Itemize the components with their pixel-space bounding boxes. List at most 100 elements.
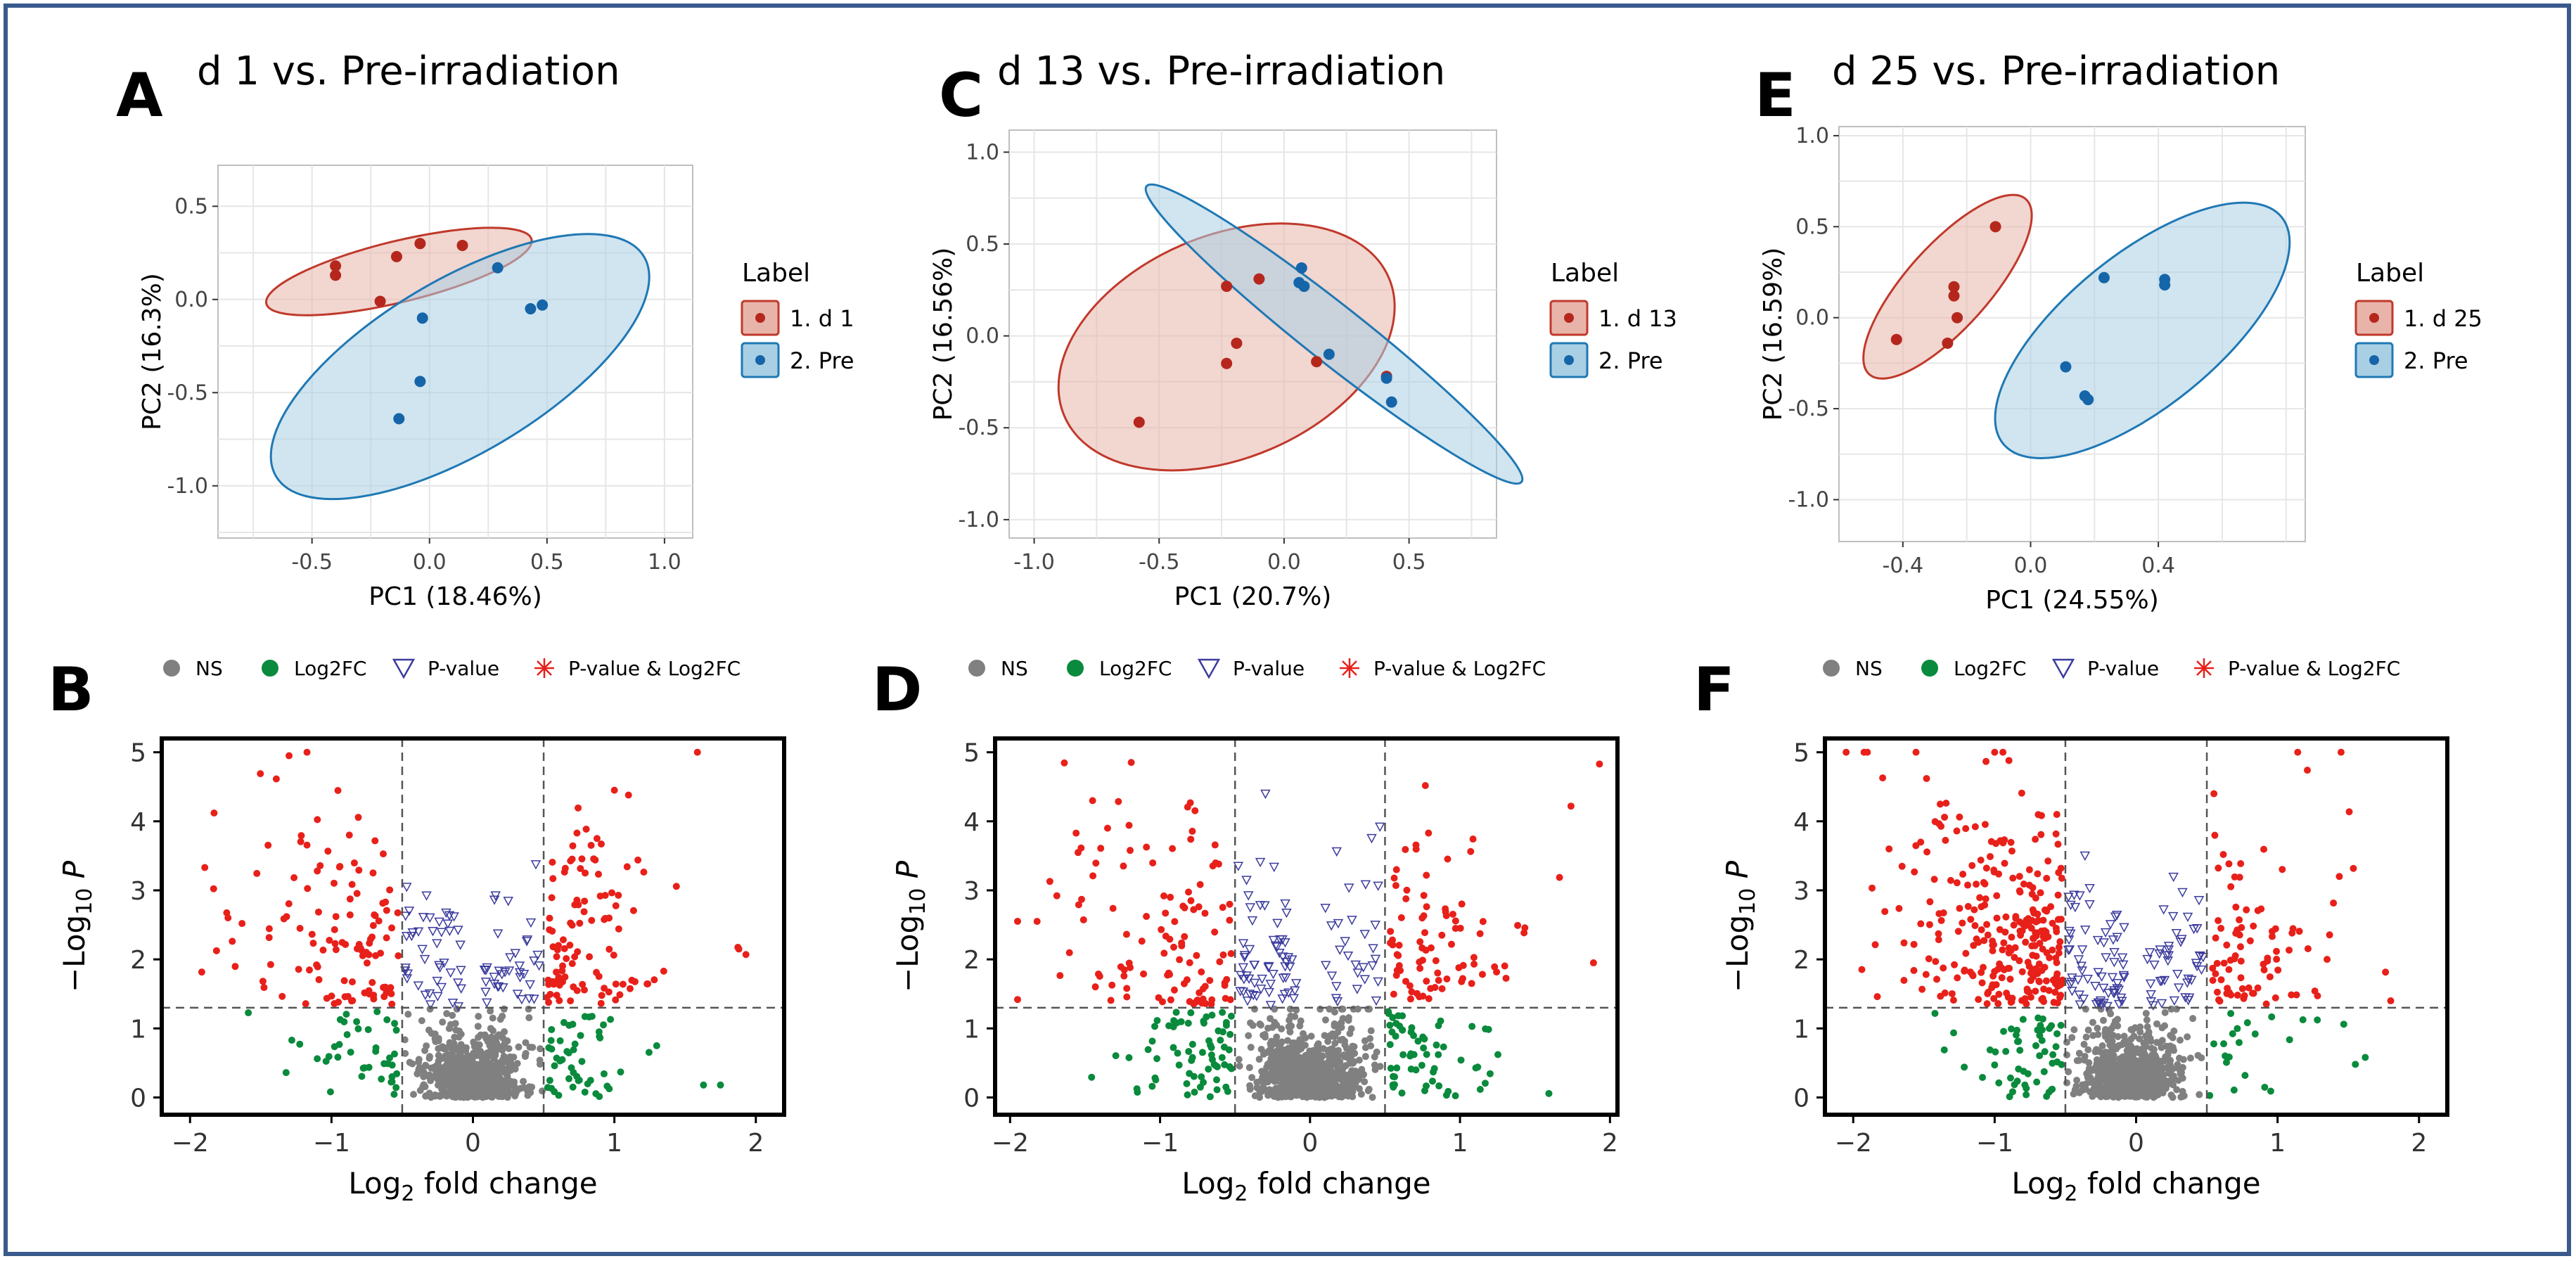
volcano-point-log2fc — [387, 1078, 395, 1086]
volcano-point-both — [1917, 920, 1925, 928]
volcano-point-ns — [2063, 1038, 2070, 1046]
volcano-point-both — [2052, 830, 2060, 838]
volcano-point-ns — [491, 1090, 499, 1098]
volcano-point-log2fc — [1188, 1056, 1196, 1064]
volcano-point-both — [1971, 906, 1978, 914]
volcano-point-both — [1932, 958, 1940, 966]
volcano-point-pvalue — [2082, 974, 2093, 985]
volcano-point-ns — [416, 1087, 424, 1094]
data-point-d — [1311, 356, 1323, 368]
volcano-point-both — [331, 940, 339, 947]
volcano-point-both — [210, 885, 217, 892]
volcano-point-ns — [2179, 1056, 2187, 1063]
volcano-point-both — [2245, 984, 2253, 992]
volcano-point-both — [1871, 941, 1879, 949]
volcano-point-ns — [504, 1037, 511, 1045]
volcano-point-log2fc — [1421, 1035, 1428, 1043]
volcano-point-both — [1869, 884, 1876, 892]
volcano-point-both — [297, 832, 305, 840]
volcano-point-both — [2053, 959, 2061, 966]
volcano-point-pvalue — [453, 926, 463, 935]
volcano-point-both — [2018, 789, 2025, 797]
volcano-point-both — [1216, 958, 1224, 966]
volcano-point-ns — [487, 1007, 494, 1015]
volcano-point-ns — [1308, 1073, 1316, 1080]
volcano-point-both — [1922, 971, 1930, 978]
volcano-point-both — [2324, 956, 2331, 964]
volcano-point-log2fc — [1393, 1064, 1401, 1072]
volcano-point-log2fc — [1170, 1044, 1177, 1051]
volcano-point-ns — [410, 1091, 418, 1099]
volcano-point-pvalue — [1285, 962, 1295, 972]
volcano-point-both — [1206, 977, 1214, 985]
volcano-point-ns — [1290, 1051, 1297, 1059]
volcano-point-both — [2288, 929, 2296, 937]
volcano-point-pvalue — [1360, 880, 1371, 890]
volcano-point-ns — [1319, 1070, 1327, 1078]
volcano-point-pvalue — [2105, 920, 2116, 930]
y-tick-label: 4 — [963, 808, 980, 837]
volcano-point-both — [302, 1000, 309, 1008]
volcano-point-log2fc — [1396, 1022, 1404, 1030]
volcano-point-log2fc — [569, 1083, 577, 1091]
volcano-point-both — [335, 998, 342, 1006]
volcano-point-both — [1403, 886, 1411, 894]
volcano-point-log2fc — [1213, 1076, 1221, 1084]
volcano-point-both — [1976, 894, 1984, 902]
volcano-point-pvalue — [529, 994, 539, 1004]
volcano-point-pvalue — [1239, 951, 1250, 961]
volcano-point-both — [2304, 945, 2312, 952]
volcano-point-both — [2266, 973, 2274, 980]
volcano-point-both — [2011, 954, 2018, 961]
data-point-pre — [1295, 262, 1307, 274]
volcano-point-both — [2008, 933, 2016, 941]
volcano-point-both — [210, 809, 218, 817]
volcano-point-both — [1979, 964, 1987, 971]
volcano-point-both — [1968, 862, 1976, 869]
y-axis-label: −Log10 P — [890, 860, 930, 992]
volcano-point-pvalue — [516, 995, 527, 1005]
volcano-point-both — [229, 937, 236, 945]
volcano-point-both — [2382, 968, 2390, 976]
volcano-point-pvalue — [525, 918, 537, 928]
volcano-point-both — [2260, 845, 2267, 853]
volcano-point-log2fc — [1391, 1073, 1399, 1081]
volcano-point-both — [201, 864, 209, 871]
volcano-point-ns — [1263, 1063, 1271, 1071]
volcano-point-log2fc — [2340, 1020, 2347, 1028]
volcano-point-pvalue — [2167, 911, 2179, 922]
volcano-point-both — [388, 924, 396, 932]
volcano-point-ns — [1245, 1063, 1253, 1071]
volcano-point-both — [2273, 955, 2281, 963]
volcano-point-both — [2001, 928, 2009, 936]
volcano-point-log2fc — [2013, 1026, 2020, 1034]
volcano-point-pvalue — [2158, 905, 2169, 915]
volcano-point-both — [1060, 759, 1068, 767]
volcano-point-ns — [2107, 1082, 2115, 1089]
volcano-point-ns — [1283, 1037, 1291, 1044]
volcano-point-ns — [451, 1033, 459, 1041]
volcano-point-both — [2249, 990, 2257, 997]
volcano-point-log2fc — [1410, 1032, 1418, 1039]
volcano-point-pvalue — [1272, 918, 1283, 928]
volcano-point-pvalue — [2196, 965, 2207, 975]
data-point-d — [330, 269, 342, 281]
volcano-point-ns — [1328, 1030, 1336, 1038]
volcano-point-ns — [2144, 1023, 2151, 1031]
volcano-point-ns — [2124, 1042, 2132, 1049]
volcano-point-log2fc — [1991, 1061, 1999, 1069]
volcano-point-both — [1997, 837, 2004, 845]
volcano-point-both — [297, 838, 305, 845]
panel-letter-b: B — [48, 655, 94, 725]
volcano-point-log2fc — [1931, 1009, 1939, 1017]
volcano-point-both — [1390, 874, 1398, 882]
volcano-point-both — [2237, 957, 2245, 965]
volcano-point-both — [1940, 964, 1947, 972]
data-point-d — [330, 260, 342, 272]
legend-marker-log2fc — [1067, 660, 1084, 677]
volcano-point-pvalue — [492, 929, 504, 939]
volcano-point-both — [1402, 845, 1409, 853]
volcano-point-log2fc — [373, 1008, 381, 1016]
x-tick-label: −2 — [1835, 1129, 1872, 1158]
volcano-point-log2fc — [1208, 1011, 1216, 1019]
